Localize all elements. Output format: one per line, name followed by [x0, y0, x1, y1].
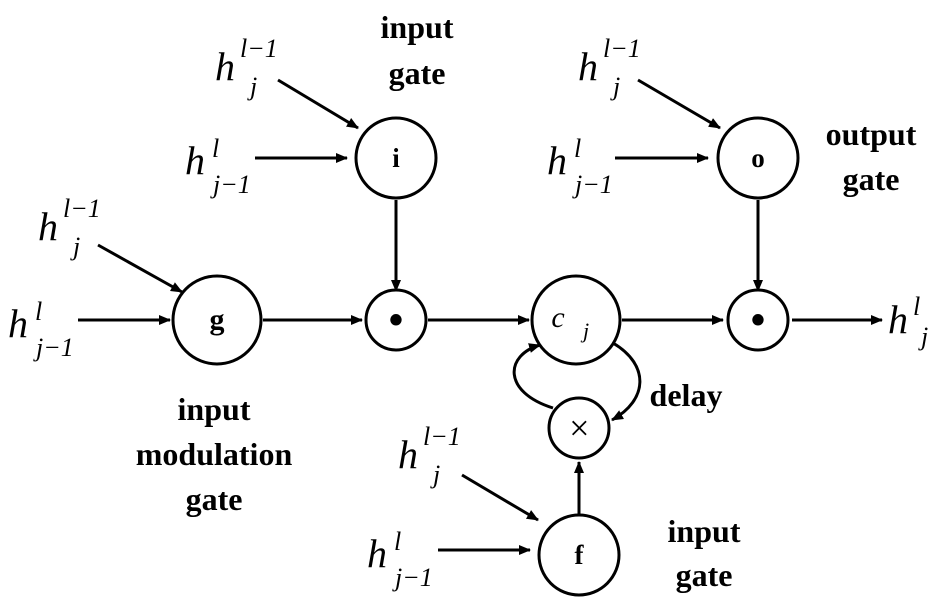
- math-h-sub: j−1: [392, 563, 433, 592]
- label-output-gate-line2: gate: [843, 161, 900, 197]
- math-h-sub: j−1: [572, 170, 613, 199]
- node-mult-forget-symbol: ×: [567, 408, 591, 448]
- math-h-sup: l: [35, 297, 42, 326]
- math-h-sub: j: [610, 72, 620, 101]
- label-input-gate-top-line1: input: [381, 9, 454, 45]
- math-h-base: h: [547, 138, 567, 183]
- node-input-gate-label: i: [392, 143, 400, 173]
- math-h-base: h: [185, 138, 205, 183]
- math-h-prevlayer-g: h l−1 j: [38, 194, 101, 261]
- math-h-base: h: [8, 301, 28, 346]
- math-h-prevstep-o: h l j−1: [547, 134, 613, 199]
- math-h-prevlayer-o: h l−1 j: [578, 34, 641, 101]
- label-output-gate-line1: output: [826, 116, 917, 152]
- math-h-base: h: [888, 297, 908, 342]
- math-h-prevlayer-f: h l−1 j: [398, 422, 461, 489]
- node-forget-gate: [537, 513, 621, 597]
- node-mult-output: [726, 288, 790, 352]
- node-cell-sub: j: [580, 318, 589, 343]
- label-input-gate-bottom-line1: input: [668, 513, 741, 549]
- node-forget-gate-label: f: [575, 540, 585, 570]
- node-input-gate: [354, 116, 438, 200]
- edge-h-prevlayer-to-g: [97, 243, 183, 294]
- math-h-base: h: [367, 531, 387, 576]
- node-mult-input-symbol: •: [389, 298, 404, 344]
- edge-h-prevlayer-to-i: [277, 78, 359, 130]
- node-output-gate: [716, 116, 800, 200]
- label-modulation-line2: modulation: [136, 436, 293, 472]
- node-mult-output-symbol: •: [751, 298, 766, 344]
- math-h-sup: l−1: [423, 422, 461, 451]
- node-cell-base: c: [551, 301, 564, 334]
- label-input-gate-top-line2: gate: [389, 55, 446, 91]
- label-modulation-line1: input: [178, 391, 251, 427]
- math-h-base: h: [215, 44, 235, 89]
- edge-h-prevlayer-to-f: [461, 473, 539, 522]
- math-h-sup: l: [913, 292, 920, 321]
- edge-mult-to-cell-loop: [512, 343, 554, 410]
- math-h-sup: l−1: [63, 194, 101, 223]
- math-h-sub: j−1: [33, 333, 74, 362]
- node-output-gate-label: o: [751, 143, 765, 173]
- math-h-sub: j−1: [210, 170, 251, 199]
- node-cell: [530, 274, 622, 366]
- math-h-prevlayer-i: h l−1 j: [215, 34, 278, 101]
- label-input-gate-bottom-line2: gate: [676, 557, 733, 593]
- math-h-prevstep-g: h l j−1: [8, 297, 74, 362]
- label-modulation-line3: gate: [186, 481, 243, 517]
- edge-cell-delay-loop: [611, 341, 642, 422]
- math-h-sup: l−1: [240, 34, 278, 63]
- math-h-output: h l j: [888, 292, 928, 351]
- math-h-sub: j: [430, 460, 440, 489]
- node-mult-forget: [547, 396, 611, 460]
- edge-h-prevlayer-to-o: [637, 78, 721, 130]
- math-h-prevstep-f: h l j−1: [367, 527, 433, 592]
- node-mult-input: [364, 288, 428, 352]
- math-h-base: h: [38, 204, 58, 249]
- math-h-sub: j: [247, 72, 257, 101]
- node-modulation-gate: [171, 274, 263, 366]
- node-modulation-gate-label: g: [210, 303, 225, 336]
- math-h-base: h: [398, 432, 418, 477]
- math-h-sub: j: [918, 322, 928, 351]
- math-h-sub: j: [70, 232, 80, 261]
- label-delay: delay: [650, 377, 723, 413]
- math-h-prevstep-i: h l j−1: [185, 134, 251, 199]
- math-h-sup: l: [212, 134, 219, 163]
- math-h-sup: l−1: [603, 34, 641, 63]
- math-h-sup: l: [394, 527, 401, 556]
- math-h-base: h: [578, 44, 598, 89]
- math-h-sup: l: [574, 134, 581, 163]
